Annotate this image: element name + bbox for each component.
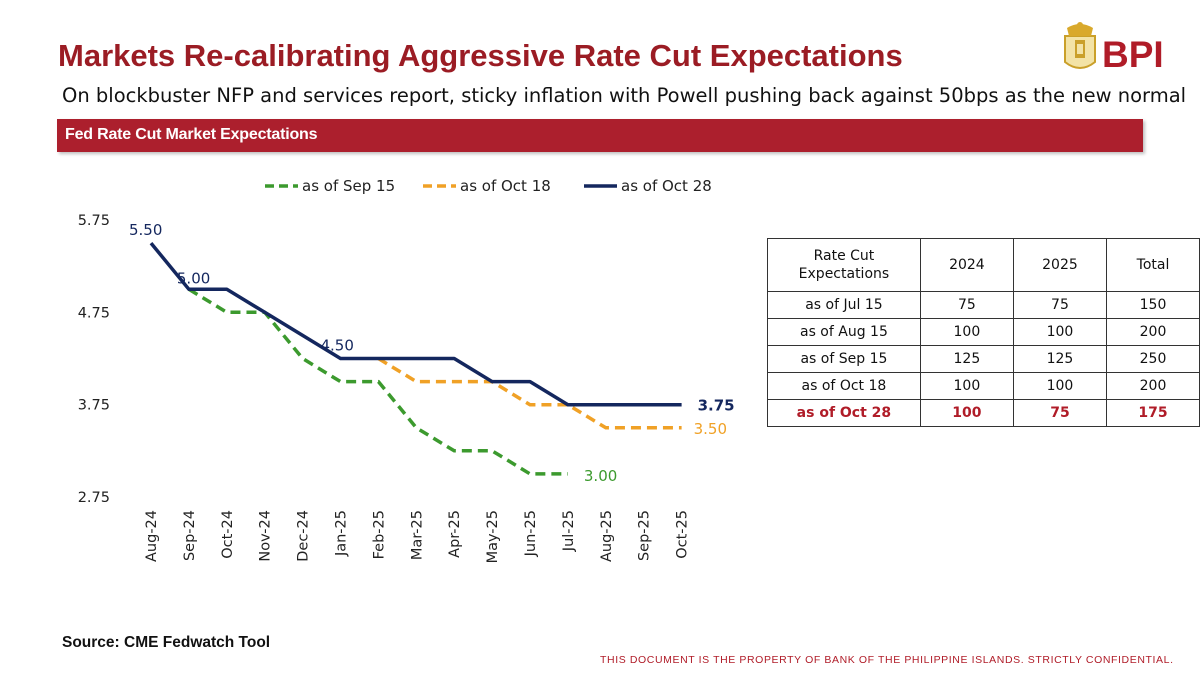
- x-tick-label: Feb-25: [371, 510, 387, 559]
- x-tick-label: Sep-24: [182, 510, 198, 561]
- table-cell: 100: [1012, 372, 1107, 400]
- table-cell: as of Sep 15: [767, 345, 921, 373]
- rate-cut-table: Rate Cut Expectations 2024 2025 Total as of …: [767, 238, 1200, 427]
- y-tick-label: 3.75: [78, 398, 110, 414]
- table-cell: 100: [1012, 318, 1107, 346]
- table-cell: 75: [919, 291, 1014, 319]
- series-end-label: 3.50: [694, 420, 727, 438]
- bpi-logo-text: BPI: [1102, 34, 1164, 75]
- series-line-as-of-oct-18: [377, 357, 682, 430]
- x-tick-label: Sep-25: [637, 510, 653, 561]
- point-annotation: 4.50: [321, 337, 354, 355]
- y-tick-label: 4.75: [78, 305, 110, 321]
- table-header-cell: Total: [1105, 238, 1200, 292]
- table-row: as of Aug 15 100 100 200: [767, 318, 1200, 346]
- x-tick-label: Nov-24: [258, 510, 274, 562]
- point-annotation: 5.00: [177, 269, 210, 287]
- legend-label: as of Oct 28: [621, 177, 712, 195]
- table-header-cell: Rate Cut Expectations: [767, 238, 921, 292]
- chart-legend: as of Sep 15 as of Oct 18 as of Oct 28: [265, 177, 712, 195]
- y-tick-label: 2.75: [78, 490, 110, 506]
- table-cell: as of Oct 18: [767, 372, 921, 400]
- legend-label: as of Sep 15: [302, 177, 395, 195]
- section-title: Fed Rate Cut Market Expectations: [65, 126, 318, 143]
- table-cell: 100: [919, 372, 1014, 400]
- page-subtitle: On blockbuster NFP and services report, …: [62, 84, 1187, 107]
- table-header-cell: 2025: [1012, 238, 1107, 292]
- x-tick-label: Oct-24: [220, 510, 236, 559]
- x-tick-label: Jul-25: [561, 510, 577, 552]
- x-axis: Aug-24 Sep-24 Oct-24 Nov-24 Dec-24 Jan-25 Feb-…: [144, 510, 691, 563]
- table-cell: 100: [919, 399, 1014, 427]
- legend-label: as of Oct 18: [460, 177, 551, 195]
- x-tick-label: Apr-25: [447, 510, 463, 558]
- series-end-label: 3.00: [584, 467, 617, 485]
- confidential-note: THIS DOCUMENT IS THE PROPERTY OF BANK OF…: [600, 654, 1174, 666]
- x-tick-label: May-25: [485, 510, 501, 563]
- series-layer: [149, 241, 682, 476]
- table-cell: as of Aug 15: [767, 318, 921, 346]
- table-cell: 200: [1105, 372, 1200, 400]
- x-tick-label: Aug-25: [599, 510, 615, 562]
- bpi-crest-icon: [1064, 22, 1096, 69]
- table-cell: 100: [919, 318, 1014, 346]
- table-row: as of Oct 28 100 75 175: [767, 399, 1200, 427]
- table-row: as of Jul 15 75 75 150: [767, 291, 1200, 319]
- table-cell: as of Jul 15: [767, 291, 921, 319]
- bpi-logo: [1064, 22, 1096, 69]
- source-note: Source: CME Fedwatch Tool: [62, 634, 271, 651]
- x-tick-label: Aug-24: [144, 510, 160, 562]
- table-cell: 75: [1012, 399, 1107, 427]
- table-cell: 175: [1105, 399, 1200, 427]
- point-annotation: 5.50: [129, 221, 162, 239]
- x-tick-label: Dec-24: [296, 510, 312, 562]
- table-row: as of Oct 18 100 100 200: [767, 372, 1200, 400]
- page-title: Markets Re-calibrating Aggressive Rate C…: [58, 38, 903, 73]
- table-row: as of Sep 15 125 125 250: [767, 345, 1200, 373]
- series-end-label: 3.75: [698, 397, 735, 415]
- x-tick-label: Jun-25: [523, 510, 539, 557]
- table-cell: as of Oct 28: [767, 399, 921, 427]
- table-cell: 125: [1012, 345, 1107, 373]
- series-line-as-of-oct-28: [149, 241, 682, 407]
- table-cell: 150: [1105, 291, 1200, 319]
- series-line-as-of-sep-15: [187, 287, 568, 476]
- y-tick-label: 5.75: [78, 213, 110, 229]
- table-header-cell: 2024: [919, 238, 1014, 292]
- x-tick-label: Mar-25: [409, 510, 425, 560]
- data-labels: 3.00 3.50 3.75 5.50 5.00 4.50: [129, 221, 735, 485]
- y-axis: 5.75 4.75 3.75 2.75: [78, 213, 110, 506]
- x-tick-label: Jan-25: [334, 510, 350, 557]
- table-cell: 250: [1105, 345, 1200, 373]
- table-header-row: Rate Cut Expectations 2024 2025 Total: [767, 238, 1200, 292]
- table-cell: 75: [1012, 291, 1107, 319]
- x-tick-label: Oct-25: [675, 510, 691, 559]
- table-cell: 125: [919, 345, 1014, 373]
- table-cell: 200: [1105, 318, 1200, 346]
- section-header-bar: Fed Rate Cut Market Expectations: [57, 119, 1143, 152]
